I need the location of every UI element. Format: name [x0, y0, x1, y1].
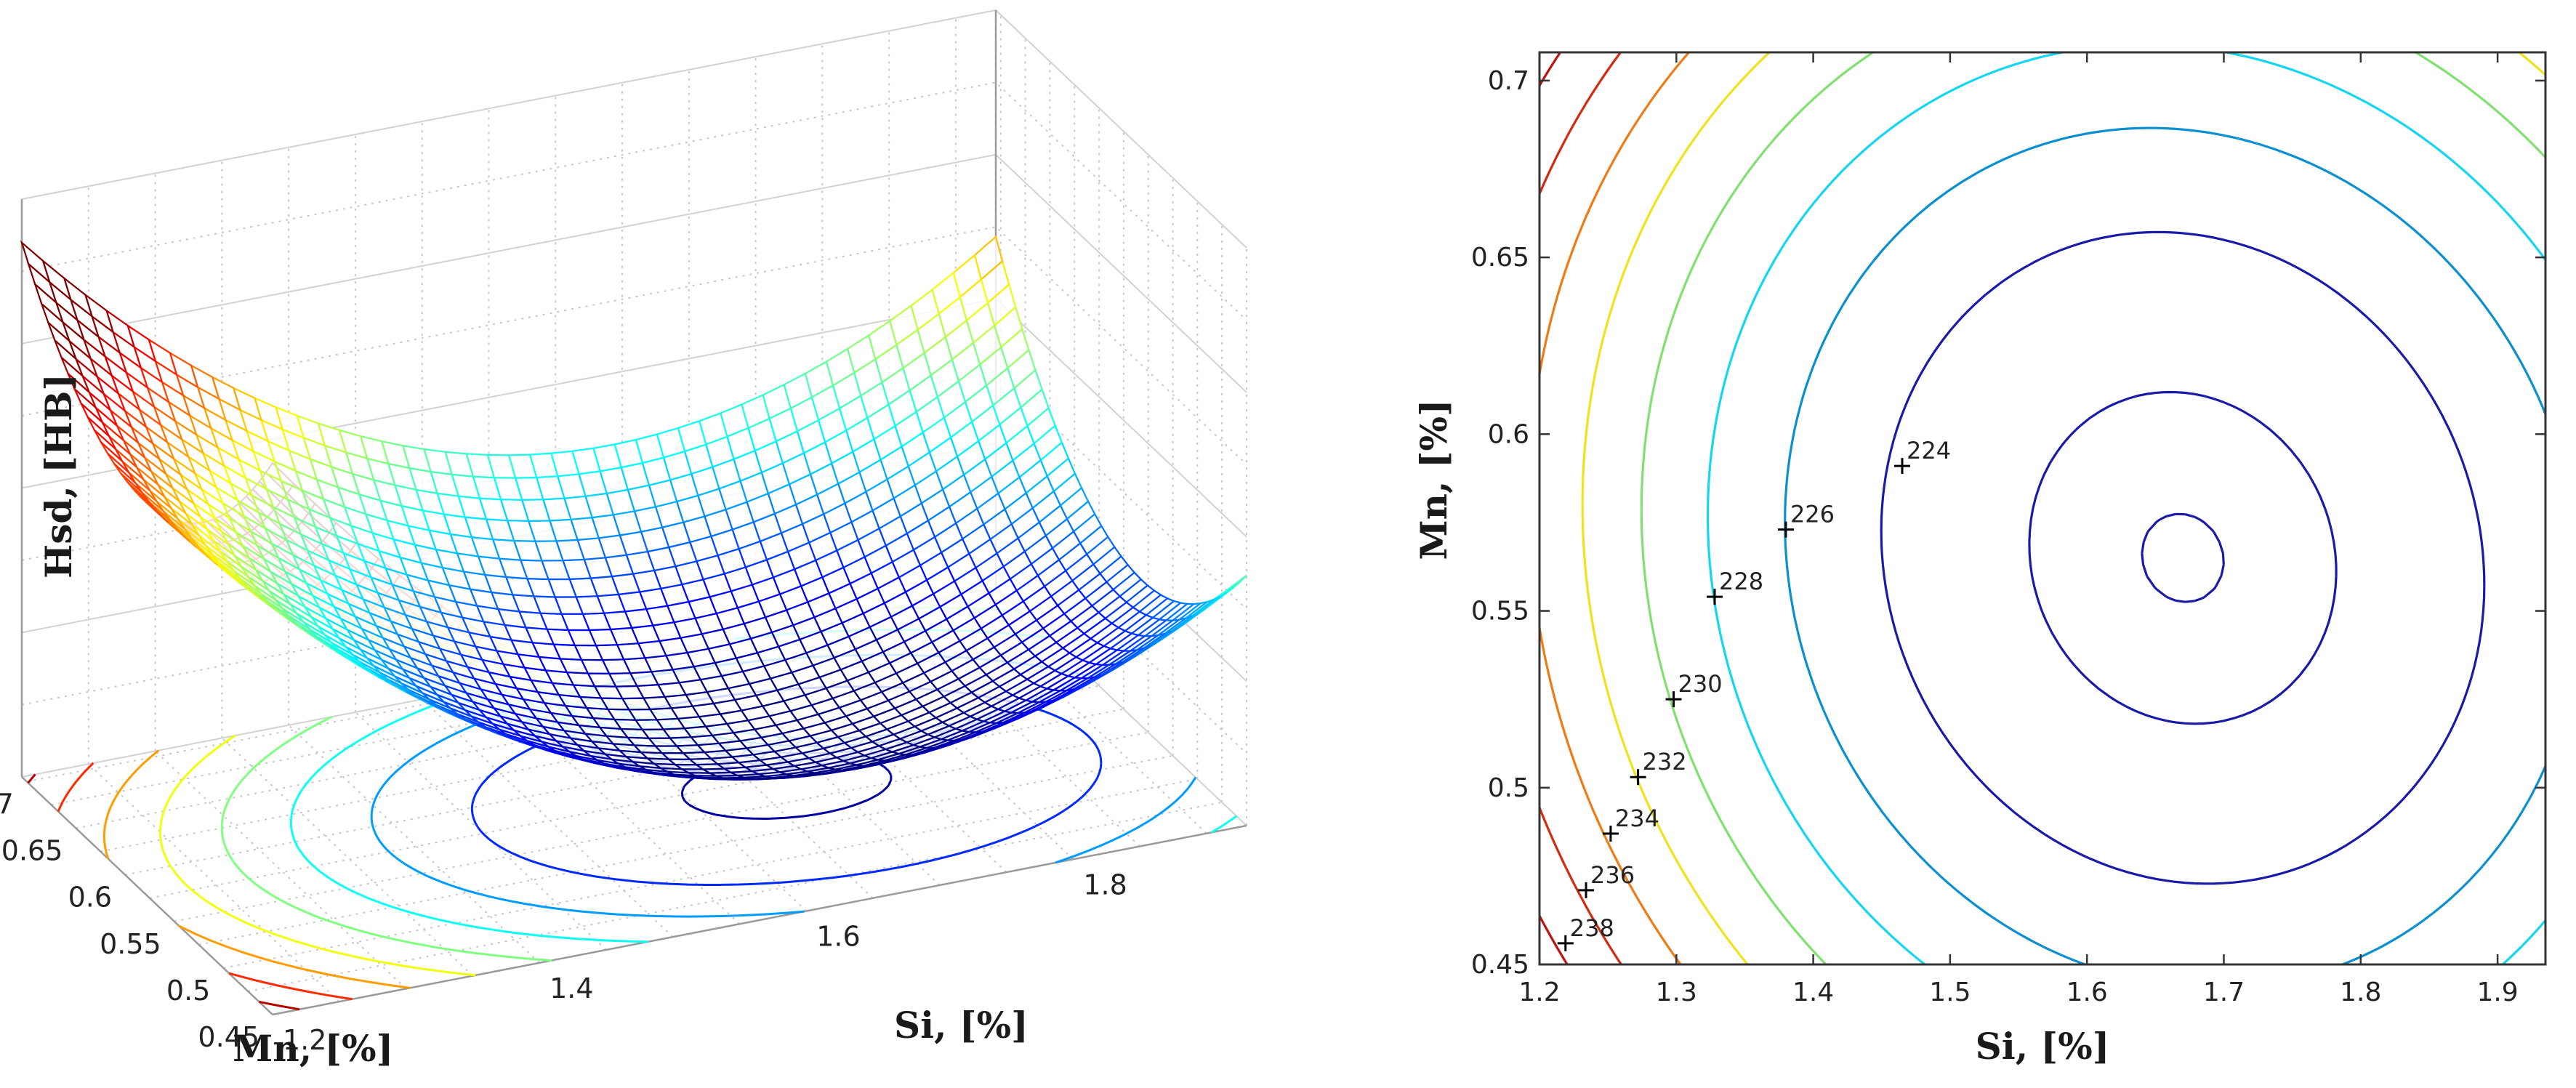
grid-line-43	[124, 685, 1100, 876]
grid-line-60	[21, 9, 1247, 249]
contour-line-2	[1784, 126, 2545, 964]
contour-x-tick-5: 1.7	[2203, 978, 2245, 1007]
axis-edge-mn	[21, 776, 273, 1015]
contour-x-tick-0: 1.2	[1518, 978, 1560, 1007]
contour-marker-232: 232	[1630, 748, 1687, 786]
contour-line-1	[1880, 230, 2486, 885]
contour-marker-228: 228	[1707, 568, 1763, 605]
floor-contour-7	[57, 762, 353, 1001]
grid-line-9	[288, 725, 540, 964]
contour-x-axis-label: Si, [%]	[1976, 1025, 2110, 1068]
surface-x-tick-2: 1.6	[816, 921, 860, 953]
surface-y-tick-4: 0.65	[1, 835, 63, 867]
surface-mesh	[20, 235, 1247, 781]
grid-line-59	[21, 81, 1247, 321]
contour-label-228: 228	[1719, 568, 1763, 595]
grid-line-53	[21, 515, 1247, 754]
grid-line-5	[154, 750, 407, 990]
contour-marker-234: 234	[1602, 805, 1659, 842]
surface-y-tick-1: 0.5	[166, 975, 210, 1007]
contour-x-tick-4: 1.6	[2066, 978, 2108, 1007]
surface-y-axis-label: Mn, [%]	[233, 1027, 393, 1070]
contour-line-7	[1539, 52, 1623, 964]
surface-floor-contours	[27, 588, 1238, 1011]
grid-line-57	[21, 226, 1247, 465]
contour-x-tick-1: 1.3	[1656, 978, 1697, 1007]
grid-line-3	[88, 763, 340, 1002]
contour-label-236: 236	[1590, 861, 1635, 889]
contour-x-tick-2: 1.4	[1792, 978, 1834, 1007]
surface-x-tick-3: 1.8	[1083, 869, 1127, 900]
grid-line-35	[223, 778, 1198, 969]
grid-line-39	[174, 731, 1148, 922]
grid-line-41	[149, 708, 1124, 899]
contour-line-6	[1539, 52, 1691, 964]
grid-line-55	[21, 370, 1247, 610]
surface-plot-3d: 2202252302350.450.50.550.60.650.71.21.41…	[0, 9, 1247, 1070]
grid-line-58	[21, 153, 1247, 393]
contour-plot: 224 226 228 230 232 234 236 238 1.2 1.3 1.4 1.5 1.6…	[1412, 0, 2547, 1071]
contour-label-238: 238	[1570, 914, 1614, 942]
contour-plot-frame	[1538, 51, 2547, 966]
surface-y-tick-5: 0.7	[0, 788, 14, 820]
contour-y-tick-5: 0.7	[1488, 66, 1529, 96]
contour-line-10	[1471, 0, 1587, 1071]
contour-label-226: 226	[1790, 501, 1835, 528]
surface-x-tick-0: 1.2	[283, 1024, 326, 1056]
floor-contour-8	[27, 773, 300, 1011]
contour-y-tick-2: 0.55	[1471, 597, 1529, 626]
floor-contour-5	[158, 588, 998, 977]
contour-line-9	[2028, 390, 2338, 725]
contour-line-4	[1640, 52, 2545, 964]
contour-marker-226: 226	[1777, 501, 1835, 538]
contour-label-230: 230	[1678, 670, 1723, 698]
surface-y-tick-3: 0.6	[68, 882, 112, 914]
contour-x-tick-6: 1.8	[2340, 978, 2381, 1007]
contour-label-224: 224	[1907, 437, 1951, 464]
surface-z-axis-label: Hsd, [HB]	[37, 374, 80, 579]
contour-y-tick-1: 0.5	[1488, 773, 1529, 803]
contour-y-tick-3: 0.6	[1488, 419, 1529, 449]
contour-line-8	[1539, 52, 1569, 964]
contour-line-5	[1581, 52, 2545, 964]
contour-marker-230: 230	[1665, 670, 1723, 708]
grid-line-7	[221, 737, 474, 977]
surface-y-tick-0: 0.45	[198, 1021, 259, 1053]
grid-line-37	[198, 754, 1173, 946]
surface-x-tick-1: 1.4	[550, 972, 593, 1004]
contour-y-axis-label: Mn, [%]	[1412, 399, 1455, 560]
contour-y-tick-0: 0.45	[1471, 950, 1529, 980]
contour-label-234: 234	[1615, 805, 1659, 832]
contour-y-tick-4: 0.65	[1471, 243, 1529, 273]
contour-marker-238: 238	[1557, 914, 1614, 951]
contour-x-tick-3: 1.5	[1929, 978, 1971, 1007]
mesh-cell-1747	[20, 240, 52, 285]
contour-lines	[1471, 0, 2545, 1071]
surface-y-tick-2: 0.55	[100, 928, 161, 960]
surface-x-axis-label: Si, [%]	[894, 1004, 1029, 1047]
contour-axis-ticks: 1.2 1.3 1.4 1.5 1.6 1.7 1.8 1.9 0.45 0.5 0.55 0.6 0.…	[1471, 52, 2545, 1007]
contour-label-232: 232	[1643, 748, 1687, 775]
grid-line-33	[247, 801, 1223, 992]
contour-x-tick-7: 1.9	[2476, 978, 2518, 1007]
contour-marker-236: 236	[1578, 861, 1635, 898]
contour-line-0	[2141, 512, 2225, 603]
contour-marker-224: 224	[1893, 437, 1951, 475]
contour-level-markers: 224 226 228 230 232 234 236 238	[1557, 437, 1951, 951]
floor-contour-6	[102, 749, 411, 989]
surface-tick-labels: 2202252302350.450.50.550.60.650.71.21.41…	[0, 788, 1127, 1056]
axis-edge-si	[272, 824, 1247, 1016]
